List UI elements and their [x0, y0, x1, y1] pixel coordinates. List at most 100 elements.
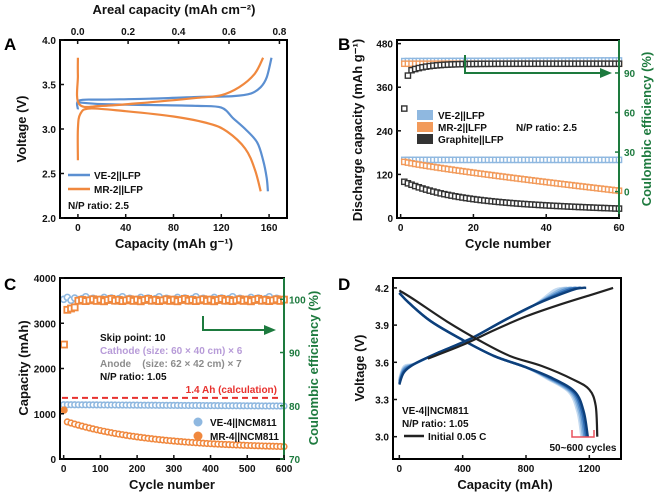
series-cycled-charge: [398, 286, 582, 384]
panel-a-x-axis-title: Capacity (mAh g⁻¹): [115, 236, 233, 251]
panel-a-top-axis-title: Areal capacity (mAh cm⁻²): [93, 2, 256, 17]
series-initial-0-05c-discharge: [398, 289, 599, 437]
panel-b-x-axis-title: Cycle number: [465, 236, 551, 251]
panel-b-ytick-label: 240: [376, 127, 393, 138]
panel-d-frame: [392, 277, 622, 460]
panel-d-ticks: 0 400 800 1200 3.0 3.3 3.6 3.9 4.2: [375, 284, 601, 475]
panel-c-xtick-label: 200: [129, 464, 146, 475]
panel-b-y2tick-label: 30: [624, 148, 636, 159]
panel-a-x2tick-label: 0.6: [222, 27, 236, 38]
panel-b: B 0 20 40 60 0 120 240 360 480 0 30 60 90 Cycle numb…: [338, 35, 654, 251]
panel-c-np-ratio: N/P ratio: 1.05: [100, 372, 167, 383]
panel-a-ytick-label: 3.5: [42, 81, 56, 92]
panel-c-skip-point: Skip point: 10: [100, 333, 166, 344]
legend-label-graphite-lfp: Graphite||LFP: [438, 135, 504, 146]
panel-c-y2tick-label: 70: [289, 455, 301, 466]
panel-a-ytick-label: 2.5: [42, 170, 56, 181]
point-mr4-ncm811-ce: [70, 303, 79, 312]
series-cycled-charge: [398, 286, 587, 386]
panel-c-ytick-label: 4000: [34, 274, 57, 285]
panel-c-ytick-label: 1000: [34, 410, 57, 421]
panel-a-ytick-label: 4.0: [42, 36, 56, 47]
panel-c-ce-arrow: [202, 316, 276, 335]
panel-b-ytick-label: 480: [376, 40, 393, 51]
panel-b-y2tick-label: 0: [624, 188, 630, 199]
panel-a: A Areal capacity (mAh cm⁻²) 0 40 80 120 160 2…: [4, 2, 288, 251]
panel-letter-a: A: [4, 35, 16, 54]
panel-c-xtick-label: 500: [239, 464, 256, 475]
panel-d-xtick-label: 800: [518, 464, 535, 475]
point-graphite-lfp-ce: [404, 72, 412, 79]
panel-b-ytick-label: 360: [376, 83, 393, 94]
panel-d-np-ratio: N/P ratio: 1.05: [402, 419, 469, 430]
panel-d-ytick-label: 3.3: [375, 395, 389, 406]
series-cycled-discharge: [398, 292, 589, 437]
panel-letter-d: D: [338, 275, 350, 294]
legend-swatch-ve2-lfp: [417, 110, 433, 120]
panel-b-series: [400, 57, 623, 212]
panel-c-y2tick-label: 100: [289, 295, 306, 306]
panel-b-y2-axis-title: Coulombic efficiency (%): [639, 52, 654, 207]
panel-a-x2tick-label: 0.0: [71, 27, 85, 38]
series-ve-2-lfp-discharge: [77, 101, 269, 192]
panel-d-cycles-bracket: [571, 430, 595, 438]
panel-c-xtick-label: 100: [92, 464, 109, 475]
panel-d-cycles-label: 50~600 cycles: [549, 443, 616, 454]
legend-label-ve2-lfp: VE-2||LFP: [94, 171, 141, 182]
panel-d-ytick-label: 3.9: [375, 321, 389, 332]
point-mr4-ncm811-ce: [60, 340, 68, 349]
panel-c-y-axis-title: Capacity (mAh): [16, 320, 31, 415]
panel-d-y-axis-title: Voltage (V): [352, 335, 367, 402]
panel-d-series: [398, 286, 614, 437]
panel-c-xtick-label: 300: [165, 464, 182, 475]
legend-label-mr4-ncm811: MR-4||NCM811: [210, 432, 279, 443]
panel-a-ticks: 0 40 80 120 160 2.0 2.5 3.0 3.5 4.0 0.0 0.2 0.4 0.6 0.…: [42, 27, 287, 234]
panel-a-x2tick-label: 0.2: [121, 27, 135, 38]
legend-label-ve2-lfp: VE-2||LFP: [438, 111, 485, 122]
legend-label-initial: Initial 0.05 C: [428, 432, 486, 443]
panel-b-xtick-label: 40: [541, 223, 553, 234]
panel-d-xtick-label: 400: [454, 464, 471, 475]
panel-b-ytick-label: 120: [376, 170, 393, 181]
panel-c-ytick-label: 0: [50, 455, 56, 466]
panel-b-ce-arrow: [464, 55, 612, 78]
panel-d-xtick-label: 0: [397, 464, 403, 475]
series-ve-2-lfp-charge: [75, 57, 273, 110]
panel-a-np-ratio: N/P ratio: 2.5: [68, 201, 129, 212]
legend-label-mr2-lfp: MR-2||LFP: [438, 123, 487, 134]
panel-c-annotations: Skip point: 10 Cathode (size: 60 × 40 cm…: [100, 333, 277, 396]
panel-a-xtick-label: 160: [261, 223, 278, 234]
panel-c-ticks: 0 100 200 300 400 500 600 0 1000 2000 3000 4000 70 80…: [34, 274, 306, 475]
panel-a-xtick-label: 0: [75, 223, 81, 234]
panel-a-xtick-label: 120: [213, 223, 230, 234]
panel-c-y2-axis-title: Coulombic efficiency (%): [306, 291, 321, 446]
legend-swatch-graphite-lfp: [417, 134, 433, 144]
panel-b-xtick-label: 0: [398, 223, 404, 234]
panel-c-legend: VE-4||NCM811 MR-4||NCM811: [193, 417, 279, 443]
panel-a-legend: VE-2||LFP MR-2||LFP N/P ratio: 2.5: [68, 171, 143, 212]
panel-c-anode-size: Anode (size: 62 × 42 cm) × 7: [100, 359, 242, 370]
panel-d-ytick-label: 3.6: [375, 358, 389, 369]
panel-d: D 0 400 800 1200 3.0 3.3 3.6 3.9 4.2 Capacity (m…: [338, 275, 622, 492]
panel-c-y2tick-label: 80: [289, 402, 301, 413]
panel-d-legend: VE-4||NCM811 N/P ratio: 1.05 Initial 0.0…: [402, 406, 617, 454]
panel-a-ytick-label: 2.0: [42, 214, 56, 225]
series-mr-2-lfp-discharge: [76, 107, 262, 192]
panel-a-xtick-label: 80: [168, 223, 180, 234]
panel-a-x2tick-label: 0.8: [272, 27, 286, 38]
panel-c-reference-label: 1.4 Ah (calculation): [186, 385, 277, 396]
panel-a-series: [75, 57, 273, 192]
legend-marker-ve4-ncm811: [193, 417, 203, 427]
panel-c-cathode-size: Cathode (size: 60 × 40 cm) × 6: [100, 346, 243, 357]
panel-b-ticks: 0 20 40 60 0 120 240 360 480 0 30 60 90: [376, 40, 635, 234]
panel-b-xtick-label: 60: [613, 223, 625, 234]
panel-c-xtick-label: 600: [276, 464, 293, 475]
panel-letter-b: B: [338, 35, 350, 54]
panel-d-ytick-label: 3.0: [375, 433, 389, 444]
panel-d-cell-label: VE-4||NCM811: [402, 406, 469, 417]
point-graphite-lfp-ce: [400, 105, 408, 112]
panel-b-ytick-label: 0: [387, 214, 393, 225]
panel-a-x2tick-label: 0.4: [172, 27, 186, 38]
panel-c-ytick-label: 3000: [34, 319, 57, 330]
